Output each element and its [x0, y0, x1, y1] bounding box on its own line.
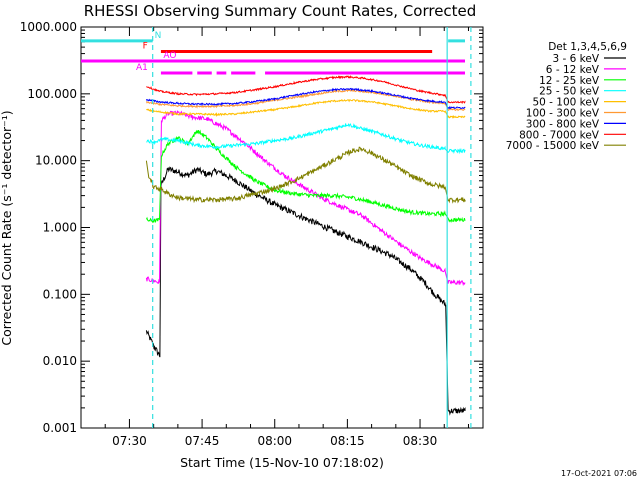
x-tick-label: 08:15 — [330, 434, 365, 448]
series-line-7000-15000-kev — [145, 146, 466, 204]
legend-label-7000-15000-kev: 7000 - 15000 keV — [506, 140, 600, 152]
legend-label-300-800-kev: 300 - 800 keV — [526, 118, 600, 130]
legend-label-50-100-kev: 50 - 100 keV — [532, 97, 599, 109]
y-tick-label: 0.001 — [43, 421, 77, 435]
series-line-12-25-kev — [145, 129, 466, 224]
series-line-25-50-kev — [146, 122, 466, 155]
x-tick-label: 08:00 — [257, 434, 292, 448]
legend-title: Det 1,3,4,5,6,9 — [548, 41, 627, 53]
plot-border — [80, 26, 484, 429]
flag-label-n: N — [155, 31, 162, 41]
y-tick-label: 0.100 — [43, 287, 77, 301]
series-layer — [145, 75, 466, 416]
legend-label-12-25-kev: 12 - 25 keV — [539, 75, 600, 87]
legend-label-800-7000-kev: 800 - 7000 keV — [519, 129, 600, 141]
series-line-6-12-kev — [145, 110, 466, 287]
x-tick-label: 07:45 — [185, 434, 220, 448]
y-tick-label: 10.000 — [35, 154, 77, 168]
vline-layer — [152, 27, 472, 428]
series-line-300-800-kev — [145, 87, 466, 110]
y-tick-label: 0.010 — [43, 354, 77, 368]
x-axis-title: Start Time (15-Nov-10 07:18:02) — [180, 455, 384, 470]
legend-label-3-6-kev: 3 - 6 keV — [552, 53, 599, 65]
y-tick-label: 1.000 — [43, 221, 77, 235]
flag-label-a1: A1 — [136, 63, 148, 73]
x-tick-label: 08:30 — [403, 434, 438, 448]
y-axis: 1000.000 100.000 10.000 1.000 0.100 0.010 0.00… — [20, 20, 483, 435]
flag-label-ao: AO — [163, 51, 176, 61]
legend-label-100-300-kev: 100 - 300 keV — [526, 108, 600, 120]
series-line-3-6-kev — [145, 166, 466, 416]
y-tick-label: 100.000 — [27, 87, 77, 101]
flag-label-f: F — [143, 41, 148, 51]
series-line-50-100-kev — [146, 99, 466, 119]
legend-label-6-12-kev: 6 - 12 keV — [546, 64, 600, 76]
flag-layer: NF AO A1 — [81, 31, 465, 75]
legend-label-25-50-kev: 25 - 50 keV — [539, 86, 600, 98]
series-line-800-7000-kev — [146, 75, 466, 104]
timestamp-label: 17-Oct-2021 07:06 — [561, 469, 637, 478]
y-tick-label: 1000.000 — [20, 20, 77, 34]
x-tick-label: 07:30 — [112, 434, 147, 448]
plot-frame — [80, 26, 484, 429]
chart-title: RHESSI Observing Summary Count Rates, Co… — [84, 2, 477, 20]
x-axis: 07:30 07:45 08:00 08:15 08:30 — [80, 27, 469, 448]
y-axis-title: Corrected Count Rate (s⁻¹ detector⁻¹) — [0, 110, 14, 345]
